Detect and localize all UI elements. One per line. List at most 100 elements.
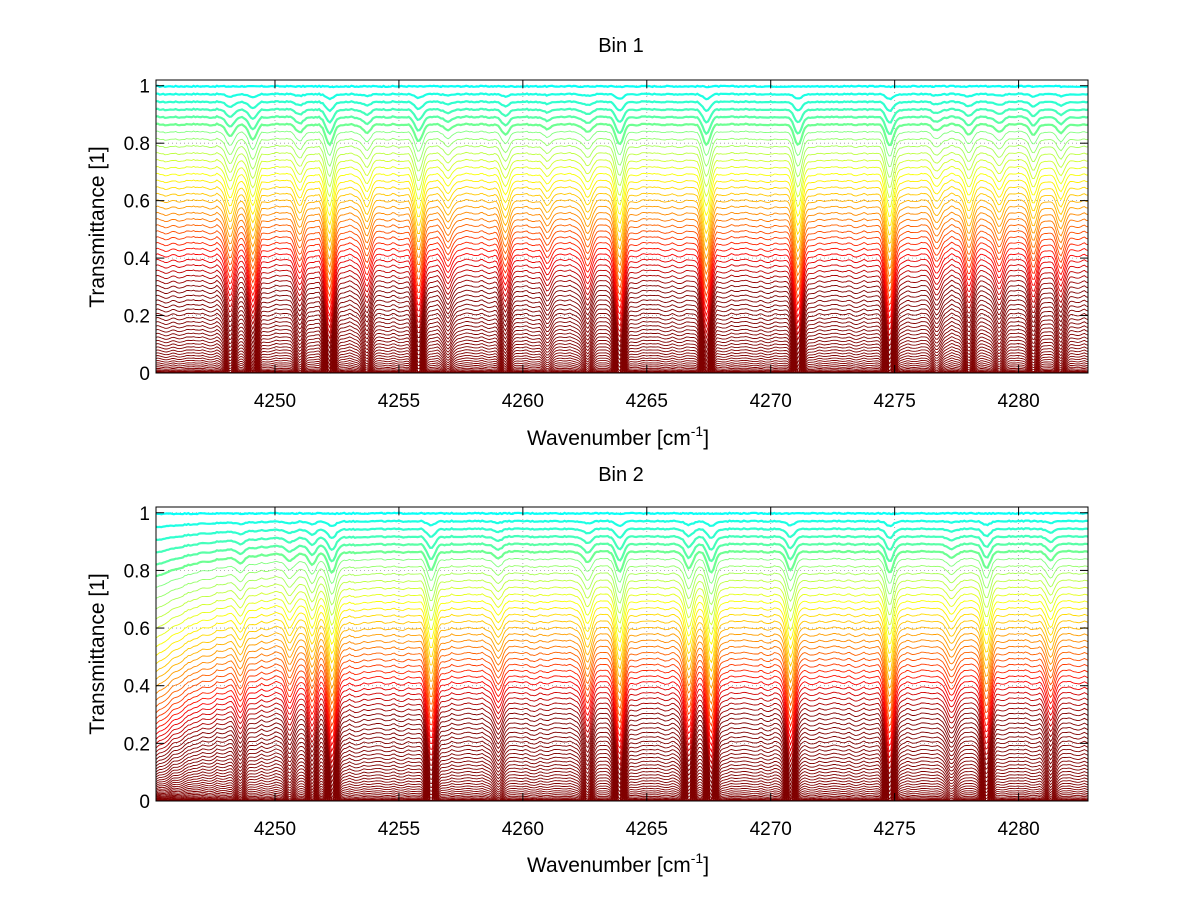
transmittance-series-line [155, 92, 1089, 101]
transmittance-series-line [155, 651, 1089, 713]
y-tick-label: 1 [139, 504, 150, 525]
transmittance-series-line [155, 519, 1089, 529]
transmittance-series-line [155, 686, 1089, 753]
transmittance-series-line [155, 158, 1088, 199]
y-tick-label: 0 [139, 792, 150, 813]
transmittance-series-line [155, 663, 1089, 728]
transmittance-series-line [155, 669, 1089, 734]
y-axis-ticks: 0 0.2 0.4 0.6 0.8 1 [124, 504, 1088, 813]
x-tick-label: 4265 [626, 819, 668, 840]
transmittance-series-line [155, 600, 1089, 648]
transmittance-series-line [155, 269, 1089, 337]
x-axis-ticks: 4250 4255 4260 4265 4270 4275 4280 [254, 80, 1040, 412]
x-tick-label: 4270 [750, 819, 792, 840]
transmittance-series-line [155, 626, 1089, 681]
y-tick-label: 0.2 [124, 307, 150, 328]
x-tick-label: 4250 [254, 391, 296, 412]
transmittance-series-line [155, 586, 1089, 629]
transmittance-series-line [155, 223, 1089, 285]
transmittance-series-line [155, 639, 1089, 698]
transmittance-series-line [155, 526, 1089, 542]
transmittance-series-line [155, 235, 1089, 300]
transmittance-series-line [155, 263, 1089, 331]
transmittance-series-line [155, 122, 1089, 147]
transmittance-series-line [155, 702, 1089, 770]
x-tick-label: 4260 [502, 819, 544, 840]
axes-box [155, 79, 1089, 374]
transmittance-series-line [155, 186, 1089, 236]
y-tick-label: 1 [139, 77, 150, 98]
transmittance-series-line [155, 253, 1089, 319]
transmittance-series-line [155, 691, 1089, 759]
y-tick-label: 0.2 [124, 734, 150, 755]
x-tick-label: 4270 [750, 391, 792, 412]
transmittance-series-line [155, 645, 1089, 706]
transmittance-series-line [155, 137, 1089, 168]
transmittance-series-line [155, 534, 1089, 554]
transmittance-series-line [155, 289, 1089, 357]
y-tick-label: 0.8 [124, 134, 150, 155]
x-axis-label: Wavenumber [cm-1] [527, 423, 709, 450]
transmittance-curves [155, 84, 1089, 374]
transmittance-series-line [155, 697, 1089, 765]
x-axis-label: Wavenumber [cm-1] [527, 850, 709, 877]
transmittance-series-line [155, 179, 1089, 227]
x-tick-label: 4275 [874, 391, 916, 412]
x-tick-label: 4265 [626, 391, 668, 412]
y-axis-ticks: 0 0.2 0.4 0.6 0.8 1 [124, 77, 1088, 385]
y-tick-label: 0.6 [124, 619, 150, 640]
transmittance-series-line [155, 717, 1089, 785]
y-axis-label: Transmittance [1] [86, 573, 109, 734]
transmittance-series-line [155, 144, 1089, 178]
transmittance-series-line [155, 680, 1089, 747]
transmittance-series-line [155, 549, 1089, 578]
transmittance-series-line [155, 84, 1089, 89]
transmittance-series-line [155, 707, 1089, 775]
transmittance-series-line [155, 542, 1089, 566]
chart-title: Bin 1 [598, 35, 644, 57]
transmittance-series-line [155, 114, 1089, 136]
transmittance-series-line [155, 674, 1089, 741]
transmittance-series-line [155, 151, 1088, 188]
transmittance-series-line [155, 198, 1089, 254]
transmittance-series-line [155, 192, 1089, 245]
x-tick-label: 4255 [378, 391, 420, 412]
x-axis-ticks: 4250 4255 4260 4265 4270 4275 4280 [254, 507, 1040, 840]
transmittance-series-line [155, 579, 1089, 620]
chart-panel-bin-1: Bin 1 4250 4255 4260 4265 4270 4275 4280 00.20… [86, 35, 1089, 450]
y-tick-label: 0.6 [124, 192, 150, 213]
x-tick-label: 4275 [874, 819, 916, 840]
transmittance-series-line [155, 205, 1089, 262]
axes-box [155, 506, 1089, 802]
transmittance-series-line [155, 279, 1089, 347]
y-tick-label: 0.4 [124, 677, 151, 698]
transmittance-series-line [155, 274, 1089, 342]
transmittance-series-line [155, 511, 1089, 516]
transmittance-series-line [155, 241, 1089, 306]
transmittance-series-line [155, 722, 1089, 789]
transmittance-series-line [155, 593, 1089, 639]
transmittance-series-line [155, 620, 1089, 673]
x-tick-label: 4250 [254, 819, 296, 840]
transmittance-series-line [155, 217, 1089, 278]
x-tick-label: 4260 [502, 391, 544, 412]
y-tick-label: 0.8 [124, 561, 150, 582]
x-tick-label: 4280 [997, 391, 1039, 412]
chart-panel-bin-2: Bin 2 4250 4255 4260 4265 4270 4275 4280 00.20… [86, 464, 1089, 877]
y-tick-label: 0.4 [124, 249, 151, 270]
x-tick-label: 4255 [378, 819, 420, 840]
transmittance-series-line [155, 107, 1089, 124]
transmittance-series-line [155, 229, 1089, 293]
transmittance-series-line [155, 572, 1089, 610]
transmittance-series-line [155, 294, 1089, 361]
transmittance-series-line [155, 211, 1089, 270]
transmittance-series-line [155, 165, 1089, 208]
transmittance-curves [155, 511, 1089, 802]
transmittance-series-line [155, 657, 1089, 721]
transmittance-series-line [155, 606, 1089, 656]
transmittance-series-line [155, 172, 1089, 218]
chart-title: Bin 2 [598, 464, 644, 486]
transmittance-series-line [155, 99, 1089, 113]
transmittance-series-line [155, 284, 1089, 352]
